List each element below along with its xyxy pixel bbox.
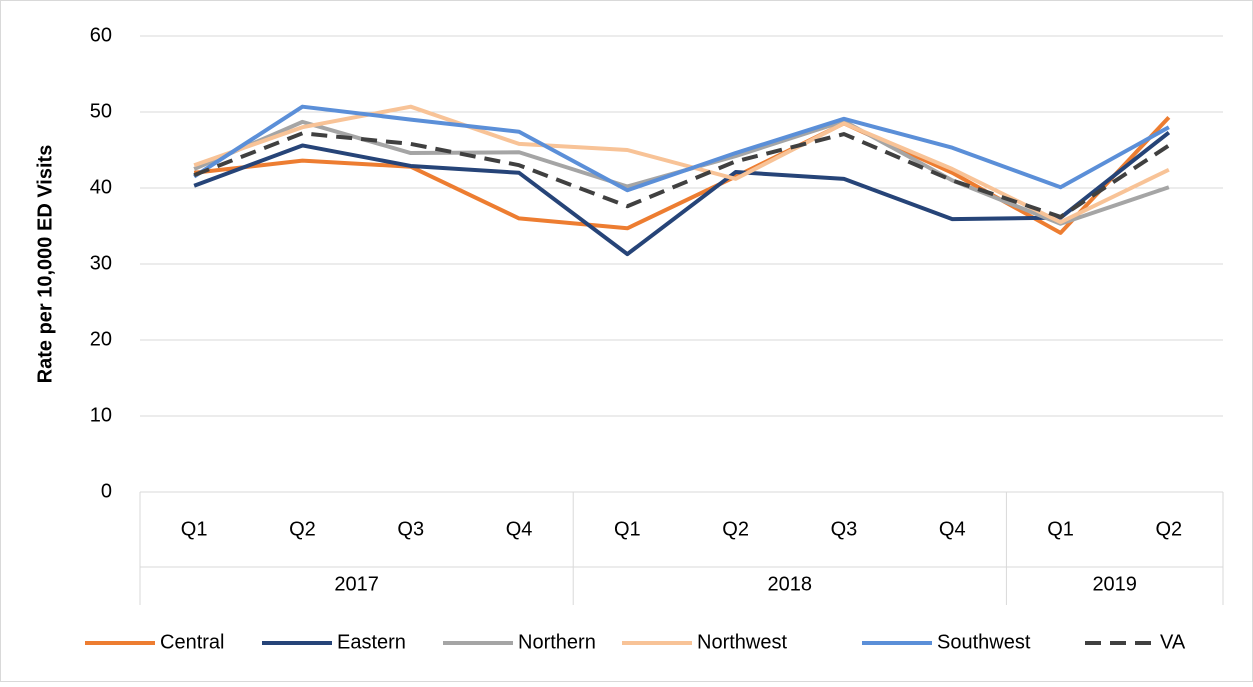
x-tick-label: Q4 <box>939 518 966 540</box>
series-line <box>193 130 1171 257</box>
legend-label: Northwest <box>697 631 787 653</box>
x-tick-label: Q3 <box>831 518 858 540</box>
x-tick-label: Q2 <box>1156 518 1183 540</box>
x-tick-label: Q3 <box>397 518 424 540</box>
legend-label: Eastern <box>337 631 406 653</box>
group-label: 2017 <box>334 573 379 595</box>
series-line <box>193 104 1170 193</box>
series-line <box>193 104 1170 225</box>
x-tick-label: Q4 <box>506 518 533 540</box>
y-tick-label: 40 <box>90 176 112 198</box>
series-line <box>193 131 1170 219</box>
legend-label: Southwest <box>937 631 1031 653</box>
legend-label: Central <box>160 631 224 653</box>
legend-label: VA <box>1160 631 1186 653</box>
x-tick-label: Q1 <box>614 518 641 540</box>
y-tick-label: 30 <box>90 252 112 274</box>
x-tick-label: Q2 <box>289 518 316 540</box>
x-tick-label: Q1 <box>181 518 208 540</box>
y-tick-label: 50 <box>90 100 112 122</box>
y-axis-label: Rate per 10,000 ED Visits <box>34 145 56 384</box>
y-tick-label: 10 <box>90 404 112 426</box>
y-tick-label: 0 <box>101 480 112 502</box>
y-tick-label: 20 <box>90 328 112 350</box>
group-label: 2019 <box>1092 573 1137 595</box>
legend-label: Northern <box>518 631 596 653</box>
y-tick-label: 60 <box>90 24 112 46</box>
x-tick-label: Q1 <box>1047 518 1074 540</box>
x-tick-label: Q2 <box>722 518 749 540</box>
group-label: 2018 <box>768 573 813 595</box>
